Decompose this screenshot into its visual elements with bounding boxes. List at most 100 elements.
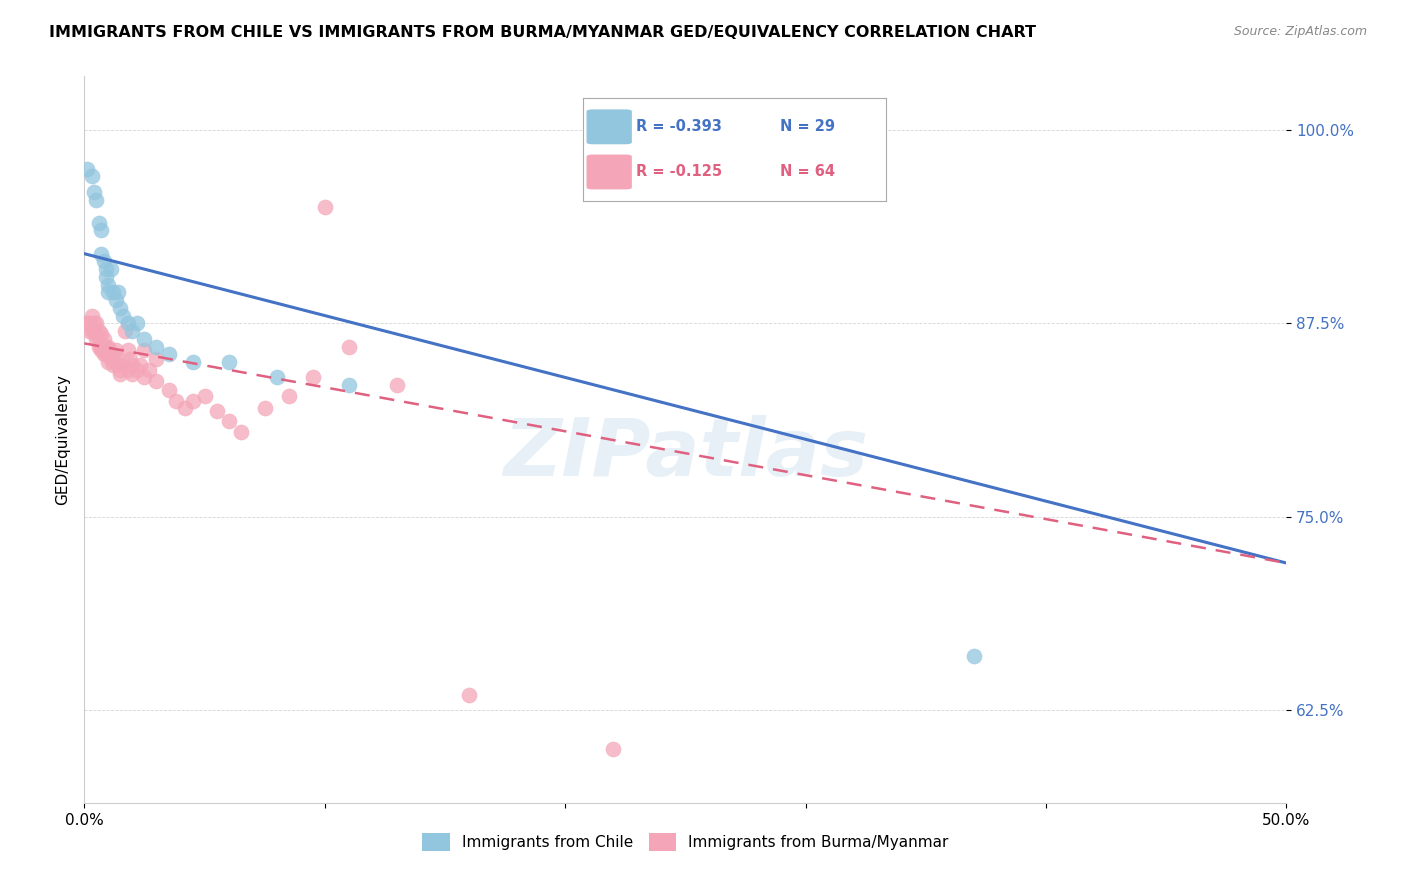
Point [103,285,125,300]
Point [121,358,143,372]
Point [134,370,156,384]
Point [87,216,110,230]
Point [94,343,117,357]
Point [128,358,150,372]
Point [100,347,122,361]
Text: N = 29: N = 29 [780,120,835,135]
Text: Source: ZipAtlas.com: Source: ZipAtlas.com [1233,25,1367,38]
Point [110,362,132,376]
Point [104,293,127,307]
Point [145,374,167,388]
Point [77,316,100,330]
Point [94,262,117,277]
Point [337,378,360,392]
Point [90,223,112,237]
Point [97,355,120,369]
Point [94,347,117,361]
Point [114,324,136,338]
Point [266,370,288,384]
Point [117,362,139,376]
Point [77,324,100,338]
Point [87,339,110,353]
Point [90,343,112,357]
Point [107,285,129,300]
Point [134,343,156,357]
Legend: Immigrants from Chile, Immigrants from Burma/Myanmar: Immigrants from Chile, Immigrants from B… [416,827,955,857]
Point [145,351,167,366]
Point [253,401,276,416]
Point [80,169,103,184]
Text: R = -0.393: R = -0.393 [637,120,723,135]
Point [194,389,217,403]
Text: R = -0.125: R = -0.125 [637,164,723,179]
Point [138,362,160,376]
Point [83,316,105,330]
Point [118,351,141,366]
Point [110,368,132,382]
Point [80,309,103,323]
Point [100,262,122,277]
Point [157,383,180,397]
Point [107,358,129,372]
FancyBboxPatch shape [586,154,631,189]
Point [86,193,108,207]
Text: N = 64: N = 64 [780,164,835,179]
Point [165,393,187,408]
Point [104,351,127,366]
Y-axis label: GED/Equivalency: GED/Equivalency [55,374,70,505]
Point [205,404,228,418]
Point [100,351,122,366]
Point [93,339,115,353]
Point [86,316,108,330]
Point [121,368,143,382]
Point [174,401,197,416]
Point [97,339,120,353]
Point [134,332,156,346]
Point [76,161,98,176]
Point [121,324,143,338]
Point [83,324,105,338]
Point [301,370,323,384]
Point [93,347,115,361]
Point [83,185,105,199]
Point [90,327,112,342]
Point [117,316,139,330]
Point [87,332,110,346]
Point [111,309,134,323]
Point [97,277,120,292]
Point [103,358,125,372]
Point [90,246,112,260]
Point [93,332,115,346]
Point [218,355,240,369]
Text: ZIPatlas: ZIPatlas [503,415,868,493]
Point [93,254,115,268]
Point [86,332,108,346]
Point [229,425,252,439]
Point [314,200,336,214]
Point [602,741,624,756]
Point [181,393,204,408]
Point [87,324,110,338]
Text: IMMIGRANTS FROM CHILE VS IMMIGRANTS FROM BURMA/MYANMAR GED/EQUIVALENCY CORRELATI: IMMIGRANTS FROM CHILE VS IMMIGRANTS FROM… [49,25,1036,40]
Point [111,358,134,372]
Point [145,339,167,353]
Point [181,355,204,369]
Point [458,688,481,702]
Point [103,347,125,361]
Point [104,343,127,357]
Point [157,347,180,361]
Point [277,389,299,403]
Point [94,339,117,353]
Point [127,316,149,330]
Point [97,347,120,361]
Point [97,285,120,300]
Point [218,414,240,428]
Point [385,378,408,392]
Point [90,339,112,353]
Point [76,316,98,330]
FancyBboxPatch shape [586,110,631,145]
Point [94,269,117,284]
Point [127,362,149,376]
Point [80,324,103,338]
Point [337,339,360,353]
